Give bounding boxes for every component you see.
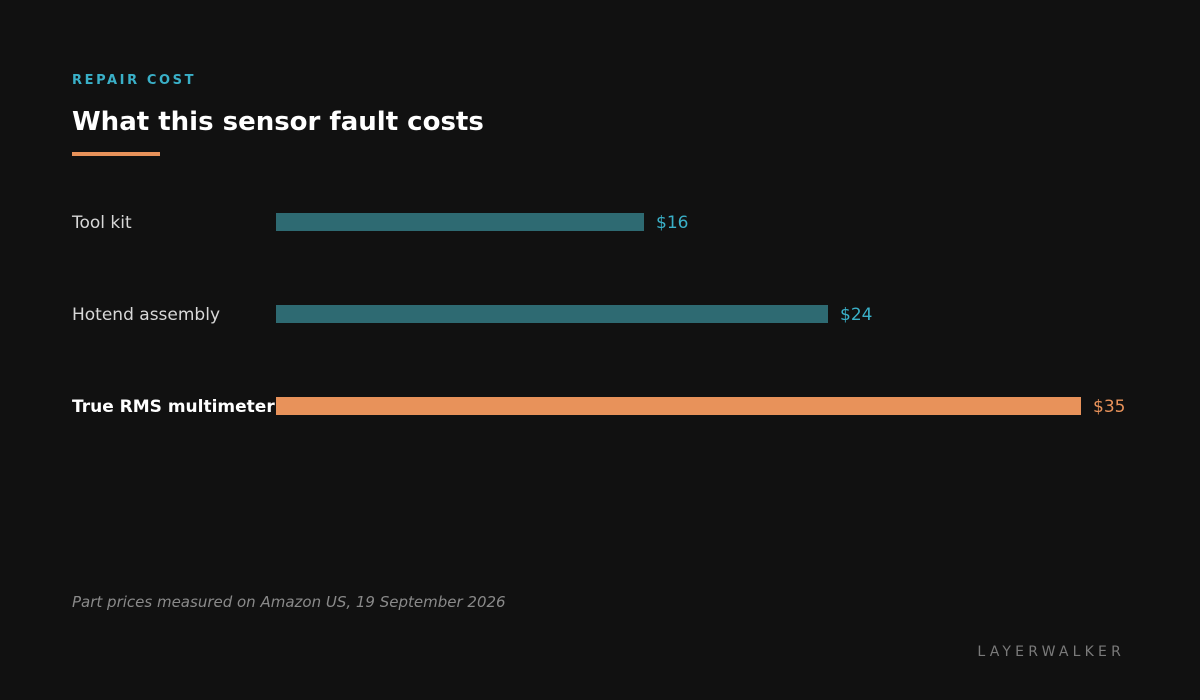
chart-title: What this sensor fault costs xyxy=(72,107,484,137)
chart-eyebrow: REPAIR COST xyxy=(72,73,197,88)
category-label: Tool kit xyxy=(71,213,132,233)
category-label: True RMS multimeter xyxy=(72,397,275,417)
category-label: Hotend assembly xyxy=(72,305,220,325)
bar xyxy=(276,213,644,231)
bar xyxy=(276,305,828,323)
brand-wordmark: LAYERWALKER xyxy=(977,644,1125,660)
value-label: $16 xyxy=(656,213,688,233)
value-label: $35 xyxy=(1093,397,1125,417)
title-accent-rule xyxy=(72,152,160,156)
bar xyxy=(276,397,1081,415)
source-footnote: Part prices measured on Amazon US, 19 Se… xyxy=(72,593,506,611)
value-label: $24 xyxy=(840,305,872,325)
